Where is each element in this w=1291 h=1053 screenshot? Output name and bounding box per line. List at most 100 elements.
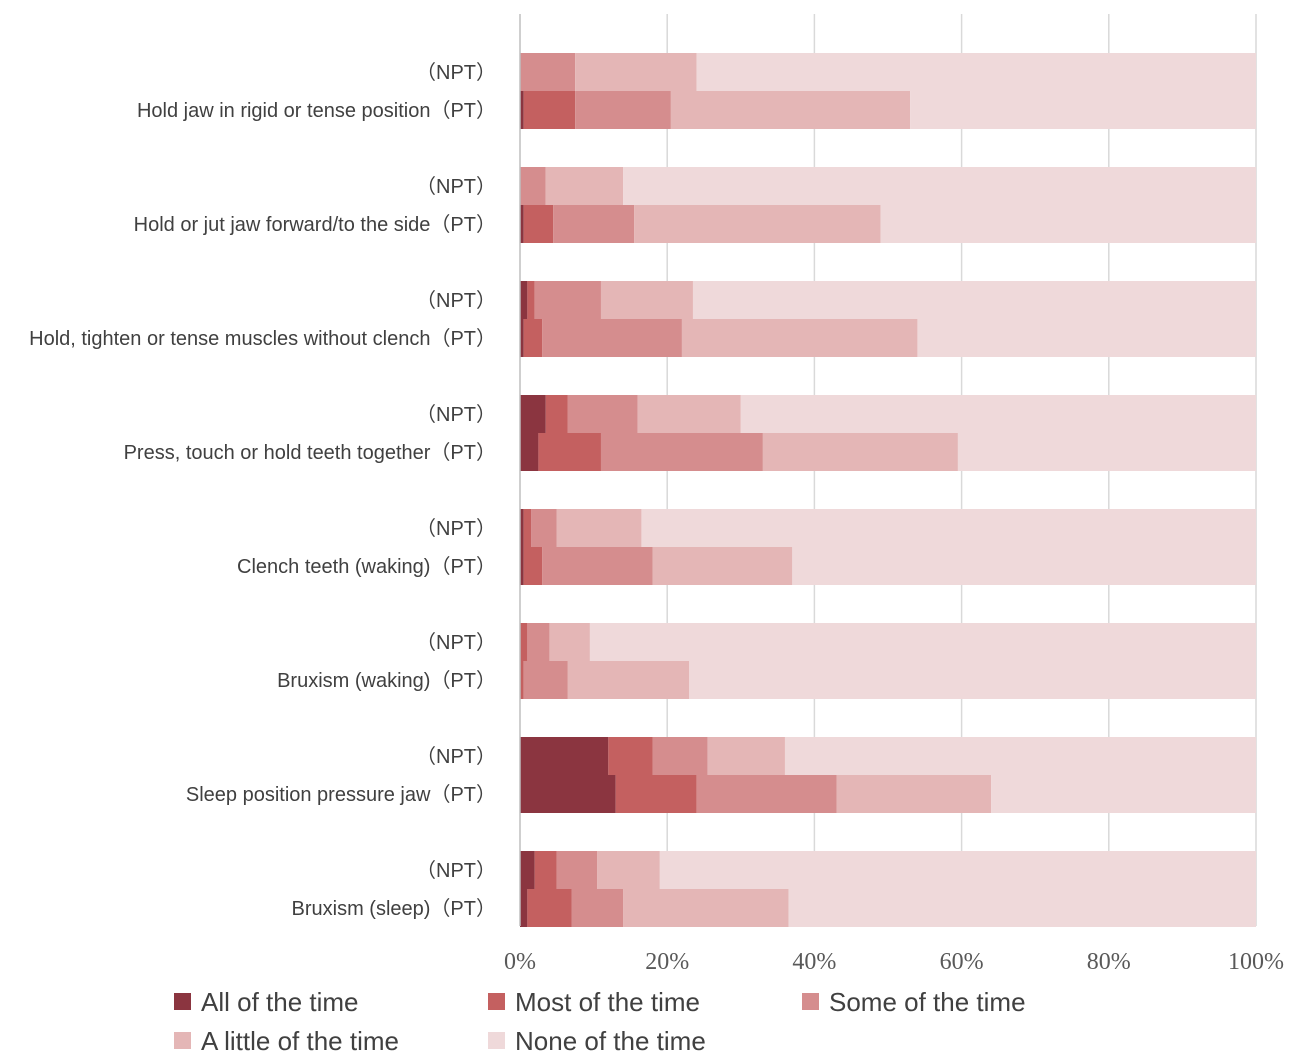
bar-segment-g4-r0-s0	[520, 509, 524, 547]
legend-swatch	[488, 1032, 505, 1049]
bar-segment-g7-r1-s3	[623, 889, 789, 927]
bar-segment-g5-r1-s1	[520, 661, 524, 699]
bar-segment-g2-r1-s1	[523, 319, 543, 357]
bar-segment-g3-r0-s2	[567, 395, 638, 433]
bar-segment-g5-r0-s3	[549, 623, 590, 661]
x-tick-labels: 0% 20% 40% 60% 80% 100%	[504, 949, 1284, 975]
bar-segment-g4-r1-s1	[523, 547, 543, 585]
bar-segment-g1-r1-s1	[523, 205, 554, 243]
bar-segment-g2-r0-s2	[534, 281, 601, 319]
bar-segment-g7-r1-s0	[520, 889, 528, 927]
bar-segment-g4-r1-s4	[792, 547, 1256, 585]
bar-segment-g7-r0-s1	[534, 851, 557, 889]
bar-segment-g5-r0-s1	[520, 623, 528, 661]
legend-label: None of the time	[515, 1026, 706, 1053]
bar-segment-g3-r1-s1	[538, 433, 601, 471]
row-label-npt: （NPT）	[416, 289, 496, 312]
bar-segment-g6-r1-s1	[615, 775, 697, 813]
bar-segment-g2-r0-s3	[600, 281, 693, 319]
bar-segment-g3-r1-s2	[600, 433, 763, 471]
bar-segment-g5-r0-s4	[589, 623, 1256, 661]
bar-segment-g1-r0-s2	[520, 167, 546, 205]
bar-segment-g1-r0-s4	[623, 167, 1256, 205]
legend-label: All of the time	[201, 987, 359, 1017]
row-label-pt: Hold or jut jaw forward/to the side（PT）	[134, 213, 496, 236]
bar-segment-g6-r0-s3	[707, 737, 785, 775]
bar-segment-g4-r1-s2	[542, 547, 653, 585]
row-label-npt: （NPT）	[416, 61, 496, 84]
legend: All of the time Most of the time Some of t…	[174, 987, 1026, 1053]
bar-segment-g5-r1-s2	[523, 661, 568, 699]
category-labels: （NPT） Hold jaw in rigid or tense position…	[29, 61, 496, 920]
bar-segment-g2-r1-s3	[681, 319, 918, 357]
bar-segment-g3-r0-s0	[520, 395, 546, 433]
bar-segment-g4-r1-s3	[652, 547, 793, 585]
x-tick-label: 60%	[940, 949, 984, 975]
bar-segment-g7-r1-s2	[571, 889, 624, 927]
bar-segment-g3-r0-s1	[545, 395, 568, 433]
bar-segment-g3-r0-s3	[637, 395, 741, 433]
bar-segment-g4-r0-s3	[556, 509, 642, 547]
legend-swatch	[174, 1032, 191, 1049]
bar-segment-g1-r1-s4	[880, 205, 1256, 243]
x-tick-label: 100%	[1228, 949, 1284, 975]
bar-segment-g1-r1-s2	[553, 205, 635, 243]
bar-segment-g0-r1-s1	[523, 91, 576, 129]
row-label-pt: Bruxism (waking)（PT）	[277, 669, 496, 692]
row-label-pt: Bruxism (sleep)（PT）	[292, 897, 496, 920]
bar-segment-g0-r1-s3	[670, 91, 911, 129]
row-label-npt: （NPT）	[416, 175, 496, 198]
row-label-pt: Clench teeth (waking)（PT）	[237, 555, 496, 578]
bar-segment-g2-r0-s0	[520, 281, 528, 319]
bar-segment-g3-r1-s0	[520, 433, 539, 471]
bar-segment-g3-r0-s4	[740, 395, 1256, 433]
bar-segment-g5-r0-s2	[527, 623, 550, 661]
bar-segment-g2-r1-s0	[520, 319, 524, 357]
bar-segment-g2-r0-s4	[692, 281, 1256, 319]
bar-segment-g4-r0-s1	[523, 509, 532, 547]
row-label-pt: Press, touch or hold teeth together（PT）	[124, 441, 496, 464]
legend-label: Most of the time	[515, 987, 700, 1017]
bar-segment-g3-r1-s3	[762, 433, 958, 471]
bar-segment-g0-r0-s3	[575, 53, 697, 91]
bar-segment-g4-r0-s4	[641, 509, 1256, 547]
bar-segment-g1-r0-s3	[545, 167, 624, 205]
legend-swatch	[488, 993, 505, 1010]
bar-segment-g6-r1-s0	[520, 775, 616, 813]
bar-segment-g6-r0-s0	[520, 737, 609, 775]
bar-segment-g6-r1-s4	[991, 775, 1256, 813]
bar-segment-g2-r1-s4	[917, 319, 1256, 357]
bar-segment-g5-r1-s3	[567, 661, 690, 699]
bar-segment-g0-r1-s2	[575, 91, 671, 129]
bar-segment-g6-r0-s4	[784, 737, 1256, 775]
bar-segment-g0-r0-s2	[520, 53, 576, 91]
bar-segment-g3-r1-s4	[957, 433, 1256, 471]
row-label-pt: Hold, tighten or tense muscles without c…	[29, 327, 496, 350]
bar-segment-g4-r0-s2	[531, 509, 557, 547]
bar-segment-g6-r1-s3	[836, 775, 992, 813]
row-label-npt: （NPT）	[416, 745, 496, 768]
legend-swatch	[802, 993, 819, 1010]
bar-segment-g4-r1-s0	[520, 547, 524, 585]
bar-segment-g6-r1-s2	[696, 775, 837, 813]
row-label-npt: （NPT）	[416, 631, 496, 654]
bar-segment-g0-r1-s4	[910, 91, 1256, 129]
x-tick-label: 80%	[1087, 949, 1131, 975]
bar-segment-g7-r0-s4	[659, 851, 1256, 889]
row-label-pt: Sleep position pressure jaw（PT）	[186, 783, 496, 806]
bar-segment-g1-r1-s3	[634, 205, 881, 243]
row-label-npt: （NPT）	[416, 859, 496, 882]
bar-segment-g1-r1-s0	[520, 205, 524, 243]
bar-segment-g7-r0-s2	[556, 851, 598, 889]
bar-segment-g6-r0-s2	[652, 737, 708, 775]
bar-segment-g6-r0-s1	[608, 737, 653, 775]
bar-segment-g5-r1-s4	[689, 661, 1256, 699]
row-label-npt: （NPT）	[416, 403, 496, 426]
bar-segment-g7-r0-s0	[520, 851, 535, 889]
x-tick-label: 0%	[504, 949, 536, 975]
bar-segment-g7-r0-s3	[597, 851, 660, 889]
bar-segment-g0-r1-s0	[520, 91, 524, 129]
bar-segment-g2-r1-s2	[542, 319, 682, 357]
bar-segment-g7-r1-s4	[788, 889, 1256, 927]
x-tick-label: 20%	[645, 949, 689, 975]
